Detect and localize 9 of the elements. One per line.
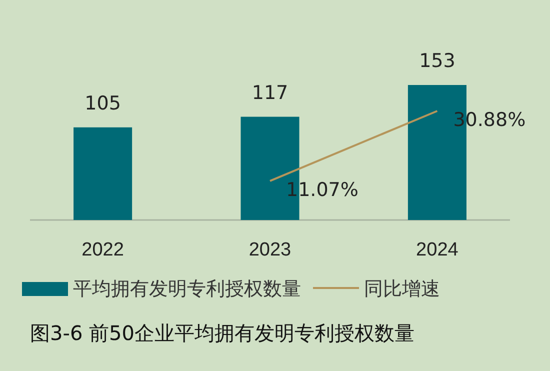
x-tick-label: 2024 [416, 239, 459, 260]
x-tick-label: 2022 [82, 239, 124, 260]
x-tick-label: 2023 [248, 239, 292, 260]
data-label: 105 [84, 92, 121, 114]
legend-label: 同比增速 [364, 278, 440, 300]
text: 图3-6 前50企业平均拥有发明专利授权数量 [30, 321, 414, 345]
data-label: 153 [419, 50, 456, 72]
legend-label: 平均拥有发明专利授权数量 [73, 278, 301, 300]
data-label: 117 [252, 82, 288, 104]
